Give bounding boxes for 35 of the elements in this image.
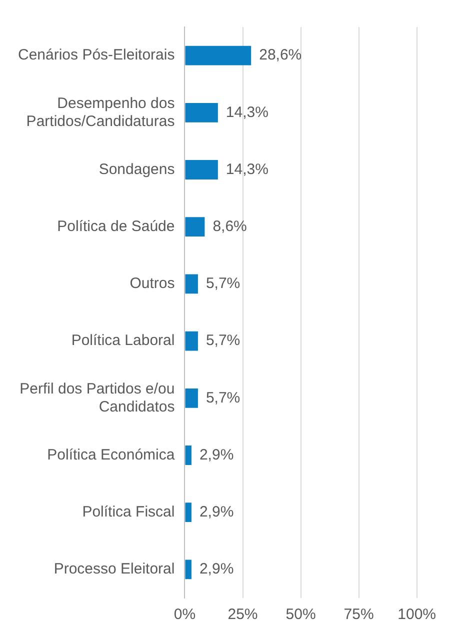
data-label: 28,6% xyxy=(259,46,302,64)
data-label: 2,9% xyxy=(199,446,234,464)
y-tick-label: Política Fiscal xyxy=(82,503,175,520)
data-label: 2,9% xyxy=(199,560,234,578)
y-tick-label: Desempenho dos Partidos/Candidaturas xyxy=(26,94,175,130)
data-label: 5,7% xyxy=(206,275,240,292)
x-tick-label: 50% xyxy=(286,606,316,624)
y-tick-label: Política Laboral xyxy=(71,332,175,350)
bar xyxy=(185,102,218,122)
y-tick-label: Perfil dos Partidos e/ou Candidatos xyxy=(20,380,175,416)
bar xyxy=(185,217,205,237)
x-tick-label: 100% xyxy=(398,606,436,624)
y-tick-label: Sondagens xyxy=(98,160,175,178)
y-tick-label: Processo Eleitoral xyxy=(54,560,175,578)
y-tick-label: Política de Saúde xyxy=(57,218,175,235)
data-label: 5,7% xyxy=(206,332,240,350)
bar xyxy=(185,331,198,351)
data-label: 14,3% xyxy=(226,160,268,178)
data-label: 2,9% xyxy=(199,503,234,520)
x-tick-label: 0% xyxy=(174,606,196,624)
y-tick-label: Cenários Pós-Eleitorais xyxy=(18,46,175,64)
bar xyxy=(185,560,192,580)
bar xyxy=(185,388,198,408)
data-label: 5,7% xyxy=(206,389,240,406)
bar xyxy=(185,446,192,465)
bar xyxy=(185,46,252,66)
y-tick-label: Outros xyxy=(130,275,175,292)
y-tick-label: Política Económica xyxy=(47,446,176,464)
bar xyxy=(185,274,198,294)
data-label: 14,3% xyxy=(226,104,268,121)
bar xyxy=(185,502,192,522)
data-label: 8,6% xyxy=(212,218,247,235)
bar xyxy=(185,160,218,180)
x-tick-label: 25% xyxy=(228,606,258,624)
x-tick-label: 75% xyxy=(344,606,374,624)
